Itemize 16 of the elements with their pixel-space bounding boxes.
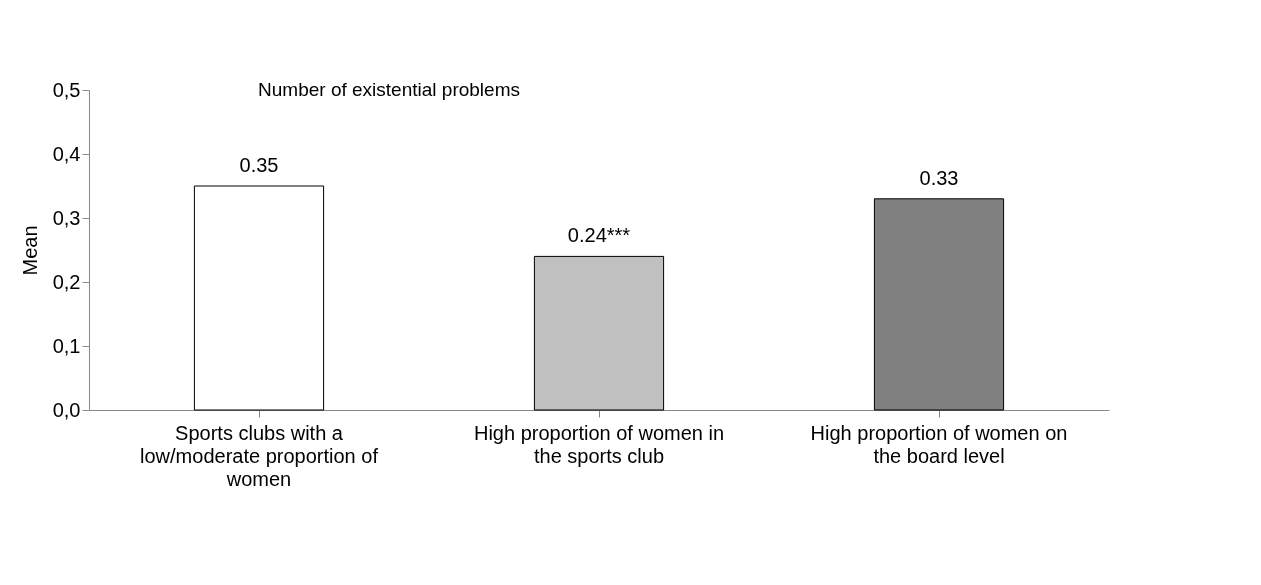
y-tick-label: 0,3	[52, 206, 81, 229]
chart-title: Number of existential problems	[258, 79, 520, 100]
bar	[193, 185, 325, 411]
y-tick-label: 0,4	[52, 142, 81, 165]
x-tick-label: High proportion of women in the sports club	[473, 421, 725, 467]
x-tick-label: High proportion of women on the board level	[810, 421, 1068, 467]
y-tick-label: 0,1	[52, 334, 81, 357]
bar	[533, 255, 665, 411]
data-label: 0.33	[919, 166, 959, 189]
y-axis-title: Mean	[18, 225, 41, 276]
y-tick-label: 0,5	[52, 78, 81, 101]
data-label: 0.24***	[567, 224, 631, 247]
x-tick-label: Sports clubs with a low/moderate proportion of women	[140, 421, 379, 490]
y-tick-label: 0,0	[52, 398, 81, 421]
data-label: 0.35	[239, 154, 279, 176]
y-tick-label: 0,2	[52, 270, 81, 293]
